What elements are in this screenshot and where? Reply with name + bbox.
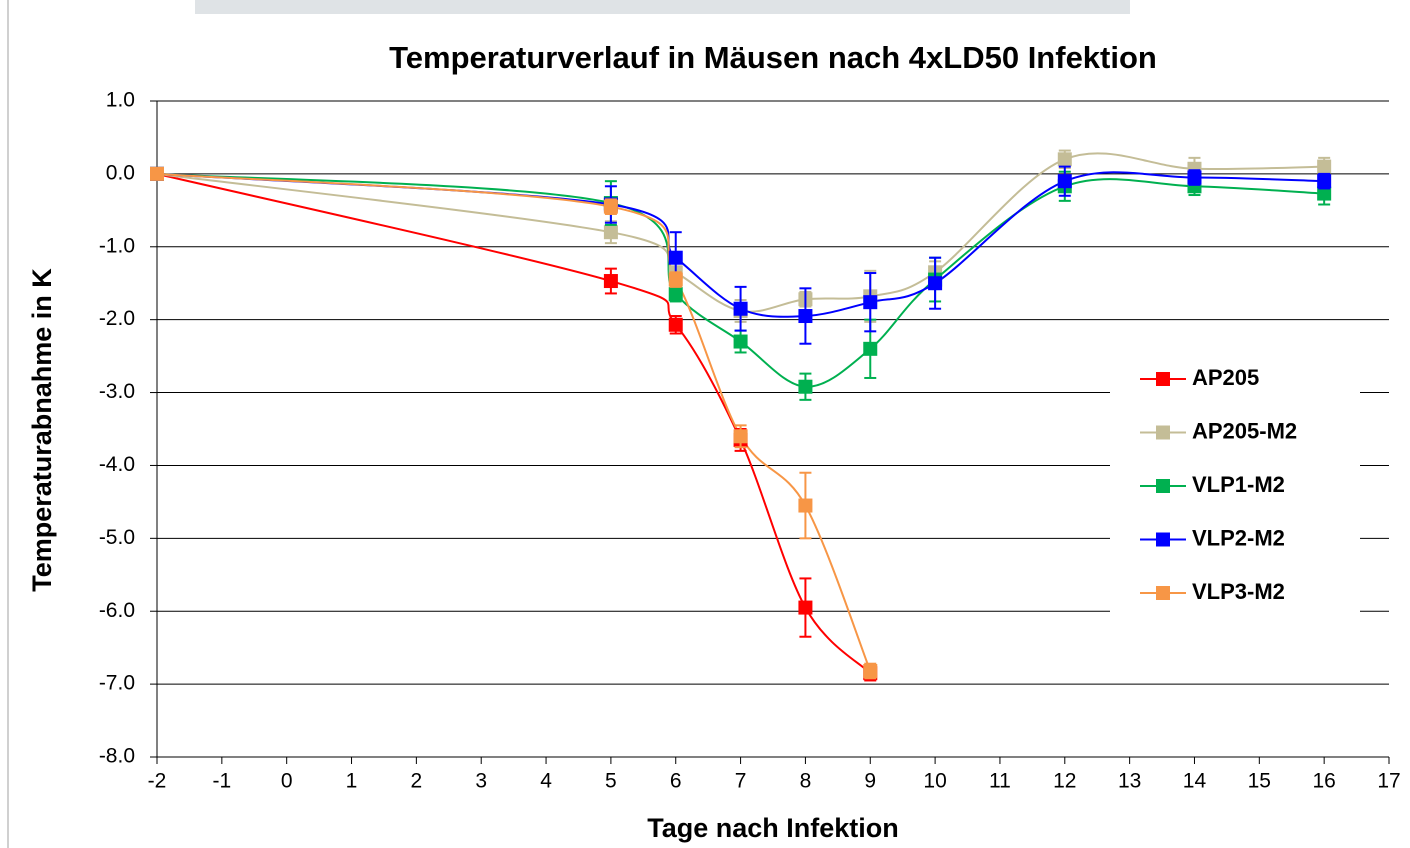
x-tick-label: 5 <box>605 770 617 793</box>
x-axis-label: Tage nach Infektion <box>647 813 899 843</box>
marker <box>798 600 813 615</box>
x-tick-label: 1 <box>346 770 358 793</box>
x-tick-label: 10 <box>923 770 946 793</box>
legend-marker <box>1156 425 1170 440</box>
series-line <box>156 152 1325 313</box>
chart-title: Temperaturverlauf in Mäusen nach 4xLD50 … <box>389 40 1157 75</box>
x-tick-label: 3 <box>475 770 487 793</box>
legend-box <box>1110 352 1360 614</box>
y-tick-label: -8.0 <box>99 745 135 768</box>
x-tick-label: 17 <box>1377 770 1400 793</box>
marker <box>1187 170 1202 185</box>
legend-marker <box>1156 532 1170 547</box>
marker <box>668 272 683 287</box>
y-axis-label: Temperaturabnahme in K <box>27 268 57 592</box>
marker <box>150 166 164 181</box>
x-tick-label: 12 <box>1053 770 1076 793</box>
legend-label: AP205 <box>1192 365 1259 390</box>
legend-marker <box>1156 586 1170 600</box>
x-tick-label: 4 <box>540 770 552 793</box>
x-tick-label: 16 <box>1312 770 1335 793</box>
x-tick-label: 15 <box>1248 770 1271 793</box>
y-tick-label: 1.0 <box>106 89 135 112</box>
marker <box>798 498 813 513</box>
y-tick-label: -3.0 <box>99 380 135 403</box>
x-tick-label: 2 <box>411 770 423 793</box>
marker <box>668 250 683 265</box>
marker <box>733 334 748 349</box>
marker <box>863 295 878 310</box>
marker <box>1057 174 1072 189</box>
marker <box>1317 186 1332 201</box>
x-tick-label: 14 <box>1183 770 1207 793</box>
marker <box>863 341 878 356</box>
y-tick-label: -4.0 <box>99 453 135 476</box>
top-bar <box>195 0 1130 14</box>
marker <box>603 199 618 214</box>
x-tick-label: 8 <box>800 770 812 793</box>
marker <box>668 317 683 332</box>
marker <box>1317 159 1332 174</box>
marker <box>798 379 813 394</box>
marker <box>603 274 618 289</box>
y-tick-label: 0.0 <box>106 161 135 184</box>
series-line <box>156 172 871 674</box>
x-tick-label: 7 <box>735 770 747 793</box>
marker <box>603 225 618 240</box>
legend-label: VLP3-M2 <box>1192 579 1285 604</box>
y-tick-label: -5.0 <box>99 526 135 549</box>
marker <box>1317 174 1332 189</box>
y-tick-label: -6.0 <box>99 599 135 622</box>
legend-marker <box>1156 479 1170 493</box>
marker <box>1057 152 1072 167</box>
legend-marker <box>1156 372 1170 386</box>
marker <box>733 301 748 316</box>
y-tick-label: -2.0 <box>99 307 135 330</box>
marker <box>928 276 943 291</box>
x-tick-label: 6 <box>670 770 682 793</box>
series-line <box>156 172 872 672</box>
marker <box>668 287 683 302</box>
y-tick-label: -1.0 <box>99 234 135 257</box>
x-tick-label: -1 <box>212 770 231 793</box>
legend-label: VLP1-M2 <box>1192 472 1285 497</box>
y-tick-label: -7.0 <box>99 672 135 695</box>
marker <box>798 309 813 324</box>
x-tick-label: 11 <box>989 770 1011 793</box>
marker <box>863 663 878 678</box>
x-tick-label: 0 <box>281 770 293 793</box>
marker <box>733 429 748 444</box>
x-tick-label: -2 <box>148 770 167 793</box>
legend-label: AP205-M2 <box>1192 418 1297 443</box>
legend-label: VLP2-M2 <box>1192 525 1285 550</box>
x-tick-label: 9 <box>864 770 876 793</box>
x-tick-label: 13 <box>1118 770 1141 793</box>
